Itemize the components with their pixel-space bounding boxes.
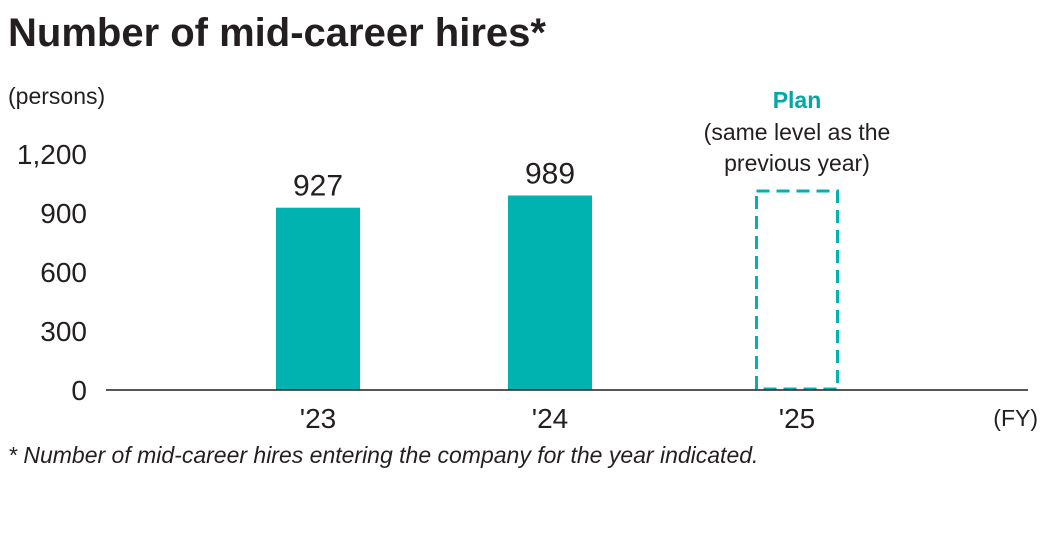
y-tick-label: 0 xyxy=(71,375,87,406)
x-tick-label: '25 xyxy=(779,403,816,434)
plan-title: Plan xyxy=(773,87,822,113)
bar xyxy=(508,195,592,390)
footnote: * Number of mid-career hires entering th… xyxy=(8,442,758,468)
bar-value-label: 927 xyxy=(293,170,343,203)
x-tick-label: '24 xyxy=(532,403,569,434)
x-tick-labels: '23 '24 '25 xyxy=(300,403,816,434)
fy-label: (FY) xyxy=(993,405,1038,431)
x-tick-label: '23 xyxy=(300,403,337,434)
chart-title: Number of mid-career hires* xyxy=(8,11,546,55)
plan-note-line-1: (same level as the xyxy=(704,119,891,145)
y-tick-label: 900 xyxy=(40,198,87,229)
value-labels: 927 989 xyxy=(293,157,575,202)
bar-planned xyxy=(755,189,839,391)
y-tick-labels: 0 300 600 900 1,200 xyxy=(17,139,87,406)
bars xyxy=(276,189,839,391)
bar-value-label: 989 xyxy=(525,157,575,190)
y-tick-label: 1,200 xyxy=(17,139,87,170)
y-axis-unit-label: (persons) xyxy=(8,83,105,109)
y-tick-label: 600 xyxy=(40,257,87,288)
y-tick-label: 300 xyxy=(40,316,87,347)
bar xyxy=(276,207,360,390)
plan-note-line-2: previous year) xyxy=(724,150,870,176)
